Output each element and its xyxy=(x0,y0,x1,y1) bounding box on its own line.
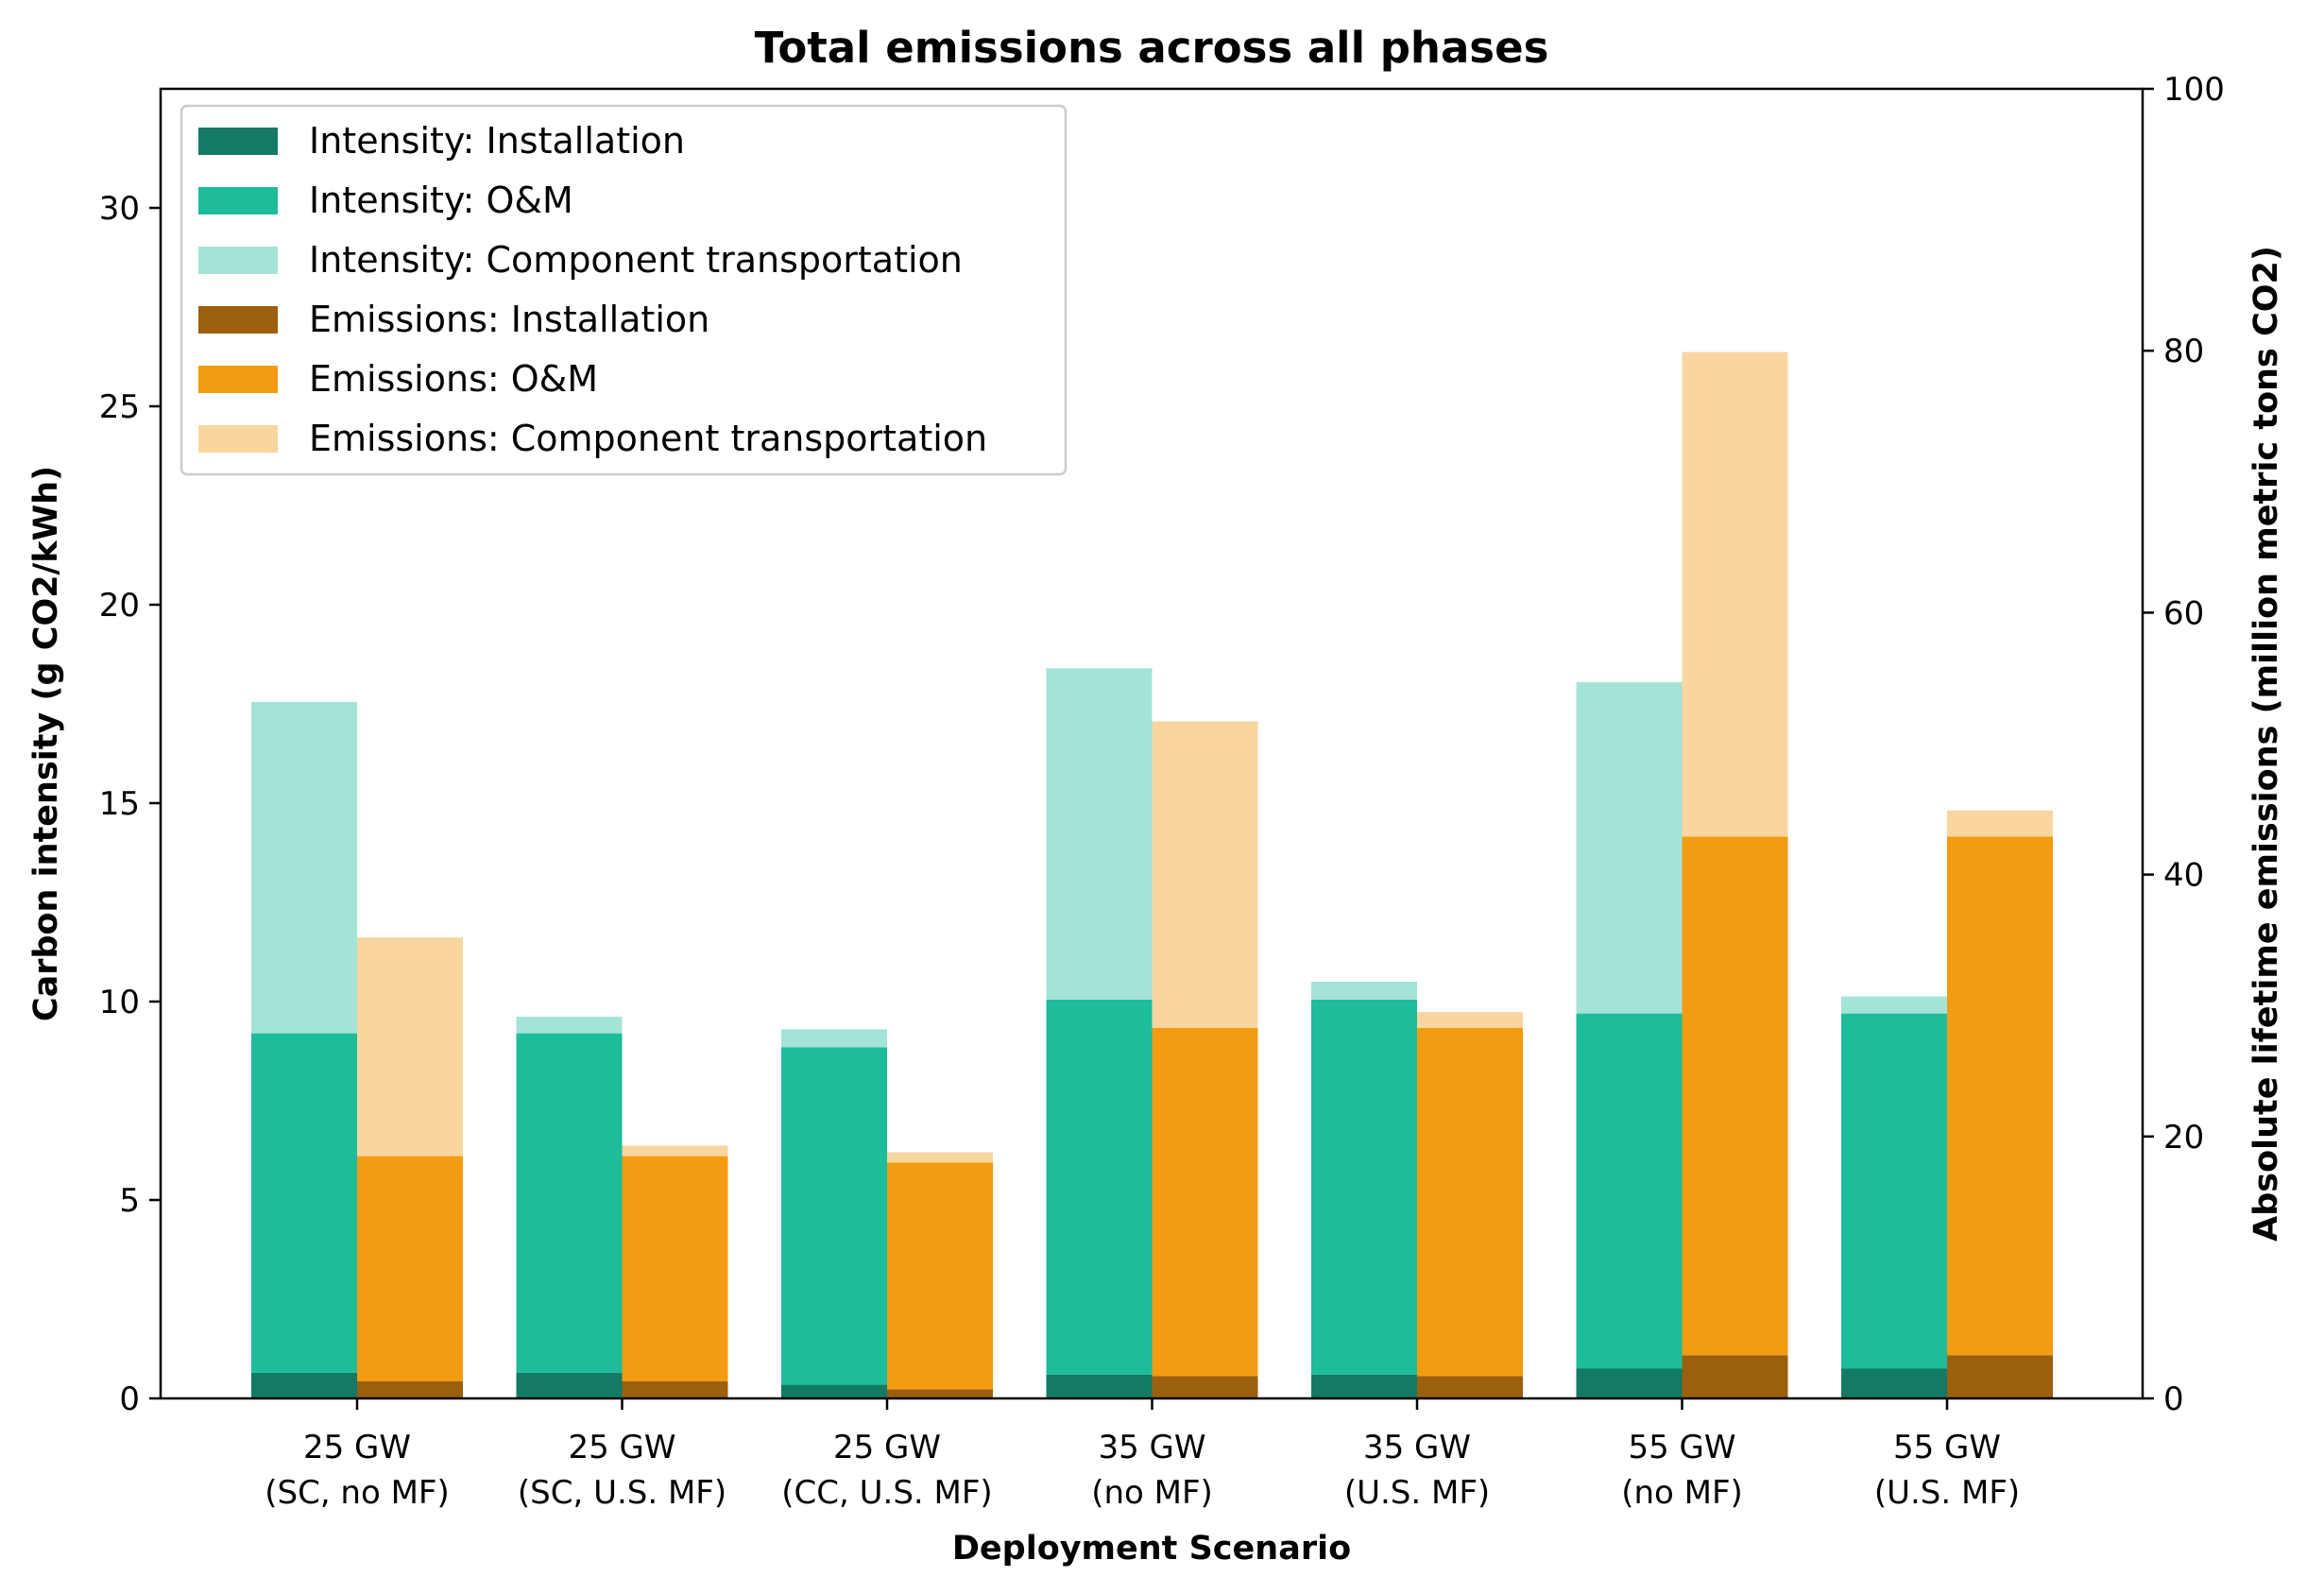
x-tick-label: (U.S. MF) xyxy=(1344,1474,1490,1512)
x-tick-label: (no MF) xyxy=(1621,1474,1743,1512)
bar-emissions-installation-6 xyxy=(1682,1355,1788,1398)
bar-intensity-component-transportation-1 xyxy=(251,701,357,1034)
x-tick-label: 55 GW xyxy=(1893,1429,2001,1466)
right-tick-label: 20 xyxy=(2163,1119,2204,1157)
legend-swatch-intensity-component-transportation xyxy=(198,247,278,274)
bar-intensity-oandm-4 xyxy=(1046,999,1153,1375)
x-tick-label: 35 GW xyxy=(1363,1429,1471,1466)
left-tick-label: 20 xyxy=(99,587,140,625)
x-tick-label: (SC, U.S. MF) xyxy=(518,1474,726,1512)
right-tick-label: 80 xyxy=(2163,333,2204,370)
bar-emissions-component-transportation-3 xyxy=(887,1152,993,1163)
x-axis-ticks: 25 GW (SC, no MF) 25 GW (SC, U.S. MF) 25 GW (… xyxy=(265,1398,2020,1512)
bar-emissions-component-transportation-4 xyxy=(1152,721,1258,1028)
x-tick-label: 35 GW xyxy=(1098,1429,1205,1466)
bar-intensity-component-transportation-4 xyxy=(1046,668,1153,1000)
x-tick-label: (SC, no MF) xyxy=(265,1474,450,1512)
bar-emissions-oandm-6 xyxy=(1682,836,1788,1356)
bar-intensity-component-transportation-2 xyxy=(516,1016,623,1034)
legend-label-intensity-component-transportation: Intensity: Component transportation xyxy=(309,239,963,281)
bar-emissions-component-transportation-1 xyxy=(357,937,463,1157)
bar-intensity-component-transportation-6 xyxy=(1576,681,1683,1014)
bars-layer xyxy=(251,351,2053,1398)
x-tick-label: 55 GW xyxy=(1628,1429,1735,1466)
left-tick-label: 25 xyxy=(99,388,140,426)
right-tick-label: 0 xyxy=(2163,1380,2184,1418)
legend: Intensity: Installation Intensity: O&M Int… xyxy=(179,104,1068,476)
x-tick-label: 25 GW xyxy=(568,1429,675,1466)
bar-intensity-oandm-7 xyxy=(1841,1013,1947,1369)
bar-emissions-oandm-5 xyxy=(1417,1027,1523,1377)
legend-swatch-emissions-component-transportation xyxy=(198,425,278,453)
left-y-axis-ticks: 0 5 10 15 20 25 30 xyxy=(99,190,161,1418)
chart-title: Total emissions across all phases xyxy=(755,23,1549,73)
bar-emissions-component-transportation-5 xyxy=(1417,1012,1523,1028)
bar-intensity-installation-5 xyxy=(1311,1374,1417,1398)
x-tick-label: (CC, U.S. MF) xyxy=(781,1474,992,1512)
left-tick-label: 0 xyxy=(119,1380,140,1418)
x-tick-label: 25 GW xyxy=(833,1429,941,1466)
bar-emissions-installation-7 xyxy=(1947,1355,2053,1398)
bar-intensity-installation-6 xyxy=(1576,1368,1683,1398)
bar-emissions-oandm-4 xyxy=(1152,1027,1258,1377)
bar-emissions-installation-1 xyxy=(357,1380,463,1398)
left-tick-label: 10 xyxy=(99,984,140,1021)
left-tick-label: 15 xyxy=(99,785,140,823)
bar-intensity-component-transportation-7 xyxy=(1841,996,1947,1014)
bar-emissions-component-transportation-7 xyxy=(1947,810,2053,837)
x-tick-label: (no MF) xyxy=(1091,1474,1213,1512)
legend-swatch-emissions-installation xyxy=(198,306,278,334)
bar-intensity-component-transportation-3 xyxy=(781,1029,887,1048)
bar-emissions-oandm-7 xyxy=(1947,836,2053,1356)
bar-emissions-installation-4 xyxy=(1152,1376,1258,1398)
left-tick-label: 5 xyxy=(119,1182,140,1220)
right-y-axis-ticks: 0 20 40 60 80 100 xyxy=(2143,71,2225,1418)
right-tick-label: 100 xyxy=(2163,71,2225,109)
bar-emissions-oandm-1 xyxy=(357,1156,463,1381)
x-axis-title: Deployment Scenario xyxy=(952,1530,1351,1568)
bar-emissions-installation-5 xyxy=(1417,1376,1523,1398)
legend-label-intensity-installation: Intensity: Installation xyxy=(309,120,685,162)
legend-label-intensity-oandm: Intensity: O&M xyxy=(309,180,573,221)
bar-emissions-installation-3 xyxy=(887,1389,993,1398)
legend-swatch-intensity-oandm xyxy=(198,187,278,214)
bar-intensity-installation-3 xyxy=(781,1384,887,1398)
bar-intensity-oandm-3 xyxy=(781,1047,887,1385)
right-tick-label: 40 xyxy=(2163,857,2204,895)
bar-intensity-installation-2 xyxy=(516,1372,623,1398)
bar-intensity-installation-1 xyxy=(251,1372,357,1398)
legend-label-emissions-installation: Emissions: Installation xyxy=(309,299,709,340)
legend-swatch-emissions-oandm xyxy=(198,366,278,393)
legend-label-emissions-oandm: Emissions: O&M xyxy=(309,358,598,400)
bar-intensity-component-transportation-5 xyxy=(1311,982,1417,1000)
bar-intensity-oandm-6 xyxy=(1576,1013,1683,1369)
bar-intensity-oandm-5 xyxy=(1311,999,1417,1375)
left-y-axis-title: Carbon intensity (g CO2/kWh) xyxy=(27,466,65,1021)
right-tick-label: 60 xyxy=(2163,594,2204,632)
bar-emissions-oandm-3 xyxy=(887,1162,993,1390)
bar-intensity-installation-4 xyxy=(1046,1374,1153,1398)
x-tick-label: (U.S. MF) xyxy=(1874,1474,2020,1512)
bar-emissions-oandm-2 xyxy=(622,1156,728,1381)
bar-intensity-oandm-2 xyxy=(516,1033,623,1373)
legend-frame xyxy=(179,104,1068,476)
bar-emissions-component-transportation-6 xyxy=(1682,351,1788,837)
legend-label-emissions-component-transportation: Emissions: Component transportation xyxy=(309,418,987,459)
bar-intensity-oandm-1 xyxy=(251,1033,357,1373)
bar-emissions-installation-2 xyxy=(622,1380,728,1398)
left-tick-label: 30 xyxy=(99,190,140,228)
right-y-axis-title: Absolute lifetime emissions (million met… xyxy=(2247,246,2285,1242)
legend-swatch-intensity-installation xyxy=(198,128,278,155)
bar-intensity-installation-7 xyxy=(1841,1368,1947,1398)
bar-emissions-component-transportation-2 xyxy=(622,1145,728,1157)
x-tick-label: 25 GW xyxy=(303,1429,411,1466)
